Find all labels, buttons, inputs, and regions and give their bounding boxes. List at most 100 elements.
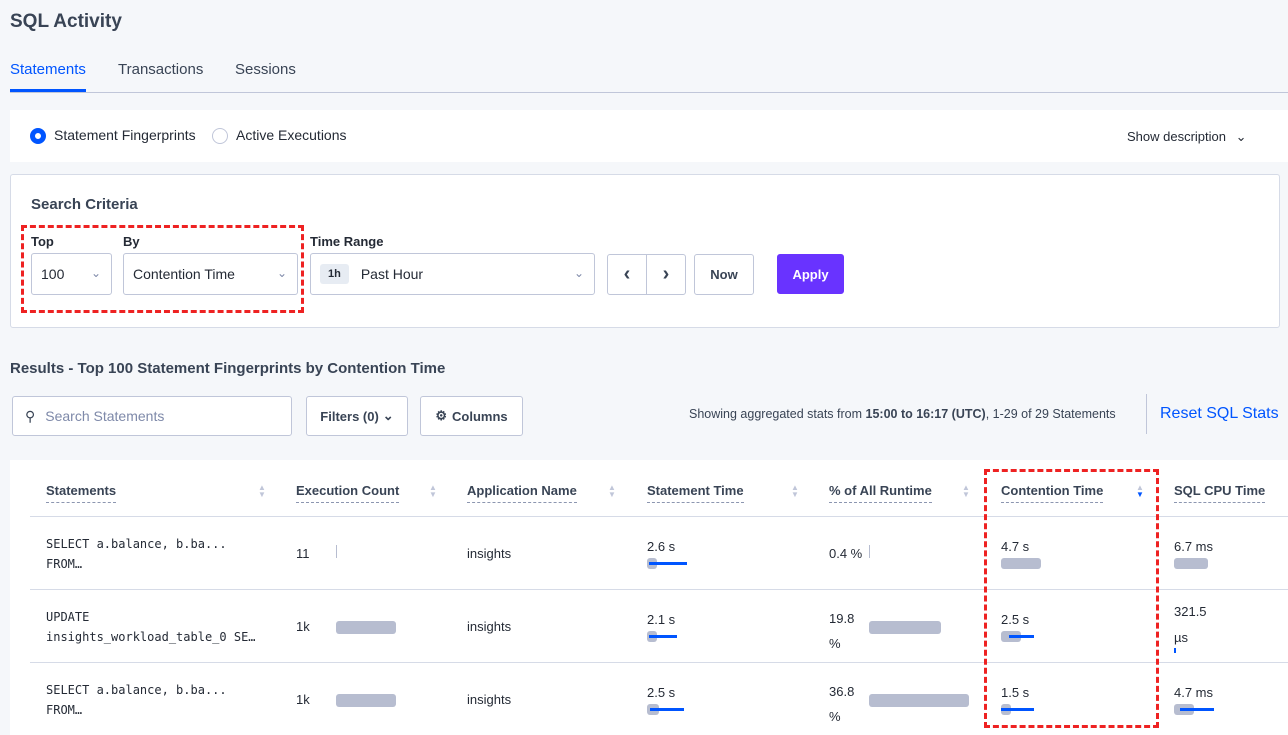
apply-button[interactable]: Apply	[777, 254, 844, 294]
column-header[interactable]: Contention Time	[1001, 483, 1104, 503]
chevron-down-icon: ⌄	[573, 266, 584, 280]
runtime-bar	[869, 545, 870, 558]
sort-icon[interactable]: ▲ ▼	[1136, 483, 1144, 499]
pct-unit: %	[829, 636, 841, 651]
statement-line: insights_workload_table_0 SE…	[46, 630, 256, 644]
pct-runtime: 36.8%	[829, 679, 854, 729]
statements-table	[10, 460, 1288, 735]
pct-runtime: 19.8%	[829, 606, 854, 656]
statement-time: 2.6 s	[647, 539, 676, 554]
statement-text[interactable]: UPDATE insights_workload_table_0 SE…	[46, 607, 256, 647]
statement-time: 2.5 s	[647, 685, 676, 700]
chevron-down-icon: ⌄	[276, 266, 287, 280]
tabs-divider	[10, 92, 1288, 93]
statement-line: SELECT a.balance, b.ba...	[46, 683, 227, 697]
cpu-time: 321.5 µs	[1174, 599, 1207, 651]
chevron-down-icon: ⌄	[382, 408, 394, 423]
summary-suffix: , 1-29 of 29 Statements	[985, 407, 1116, 421]
columns-label: Columns	[452, 408, 508, 424]
tab-sessions[interactable]: Sessions	[235, 61, 296, 78]
sort-icon[interactable]: ▲ ▼	[962, 483, 970, 499]
summary-range: 15:00 to 16:17 (UTC)	[865, 407, 986, 421]
top-value: 100	[41, 266, 65, 282]
contention-time: 4.7 s	[1001, 539, 1030, 554]
radio-label-statement-fingerprints[interactable]: Statement Fingerprints	[54, 127, 196, 143]
tab-statements[interactable]: Statements	[10, 61, 86, 78]
cpu-unit: µs	[1174, 630, 1188, 645]
previous-time-button[interactable]: ‹	[607, 254, 647, 295]
radio-label-active-executions[interactable]: Active Executions	[236, 127, 347, 143]
execution-count: 1k	[296, 619, 310, 634]
pct-runtime: 0.4 %	[829, 546, 863, 561]
active-tab-indicator	[10, 89, 86, 92]
chevron-down-icon: ⌄	[1235, 129, 1247, 144]
now-button[interactable]: Now	[694, 254, 754, 295]
contention-time: 1.5 s	[1001, 685, 1030, 700]
mean-bar	[1001, 558, 1041, 569]
runtime-bar	[869, 694, 969, 707]
search-criteria-panel	[10, 174, 1280, 328]
highlight-box-top-by	[21, 225, 304, 313]
by-value: Contention Time	[133, 266, 235, 282]
contention-time: 2.5 s	[1001, 612, 1030, 627]
by-label: By	[123, 234, 140, 249]
sort-icon[interactable]: ▲ ▼	[791, 483, 799, 499]
radio-statement-fingerprints[interactable]	[30, 128, 46, 144]
tab-transactions[interactable]: Transactions	[118, 61, 204, 78]
statement-text[interactable]: SELECT a.balance, b.ba... FROM…	[46, 680, 227, 720]
row-divider	[30, 662, 1288, 663]
statement-line: UPDATE	[46, 610, 90, 624]
execution-bar	[336, 621, 396, 634]
stddev-bar	[1009, 635, 1034, 638]
search-placeholder: Search Statements	[45, 408, 165, 424]
stddev-bar	[649, 635, 677, 638]
time-range-label: Time Range	[310, 234, 384, 249]
stats-summary: Showing aggregated stats from 15:00 to 1…	[689, 407, 1116, 421]
execution-count: 11	[296, 546, 310, 561]
next-time-button[interactable]: ›	[646, 254, 686, 295]
sort-icon[interactable]: ▲ ▼	[608, 483, 616, 499]
time-range-value: Past Hour	[360, 266, 424, 282]
highlight-box-contention-column	[984, 469, 1159, 728]
statement-text[interactable]: SELECT a.balance, b.ba... FROM…	[46, 534, 227, 574]
column-header[interactable]: Statements	[46, 483, 117, 503]
row-divider	[30, 516, 1288, 517]
cpu-time: 6.7 ms	[1174, 539, 1214, 554]
pct-value: 19.8	[829, 611, 855, 626]
search-icon: ⚲	[25, 407, 36, 424]
stddev-bar	[650, 708, 684, 711]
search-criteria-heading: Search Criteria	[31, 196, 138, 213]
cpu-value: 321.5	[1174, 604, 1207, 619]
column-header[interactable]: SQL CPU Time	[1174, 483, 1266, 503]
top-label: Top	[31, 234, 54, 249]
chevron-left-icon: ‹	[623, 263, 631, 285]
summary-prefix: Showing aggregated stats from	[689, 407, 866, 421]
columns-button[interactable]: ⚙ Columns	[420, 396, 523, 436]
show-description-label: Show description	[1127, 129, 1226, 144]
stddev-bar	[1001, 708, 1034, 711]
pct-value: 36.8	[829, 684, 855, 699]
divider	[1146, 394, 1147, 434]
time-range-select[interactable]: 1h Past Hour ⌄	[310, 253, 595, 295]
top-select[interactable]: 100 ⌄	[31, 253, 112, 295]
column-header[interactable]: Execution Count	[296, 483, 400, 503]
reset-sql-stats-link[interactable]: Reset SQL Stats	[1160, 405, 1279, 422]
column-header[interactable]: Statement Time	[647, 483, 744, 503]
statement-line: FROM…	[46, 703, 83, 717]
application-name: insights	[467, 546, 512, 561]
search-statements-input[interactable]: ⚲ Search Statements	[12, 396, 292, 436]
sort-icon[interactable]: ▲ ▼	[258, 483, 266, 499]
chevron-right-icon: ›	[662, 263, 670, 285]
column-header[interactable]: Application Name	[467, 483, 577, 503]
filters-button[interactable]: Filters (0) ⌄	[306, 396, 408, 436]
show-description-button[interactable]: Show description ⌄	[1127, 129, 1247, 145]
filters-label: Filters (0)	[320, 408, 379, 424]
radio-active-executions[interactable]	[212, 128, 228, 144]
stddev-bar	[1174, 648, 1176, 653]
column-header[interactable]: % of All Runtime	[829, 483, 932, 503]
sort-icon[interactable]: ▲ ▼	[429, 483, 437, 499]
execution-bar	[336, 545, 337, 558]
by-select[interactable]: Contention Time ⌄	[123, 253, 298, 295]
statement-line: FROM…	[46, 557, 83, 571]
execution-count: 1k	[296, 692, 310, 707]
